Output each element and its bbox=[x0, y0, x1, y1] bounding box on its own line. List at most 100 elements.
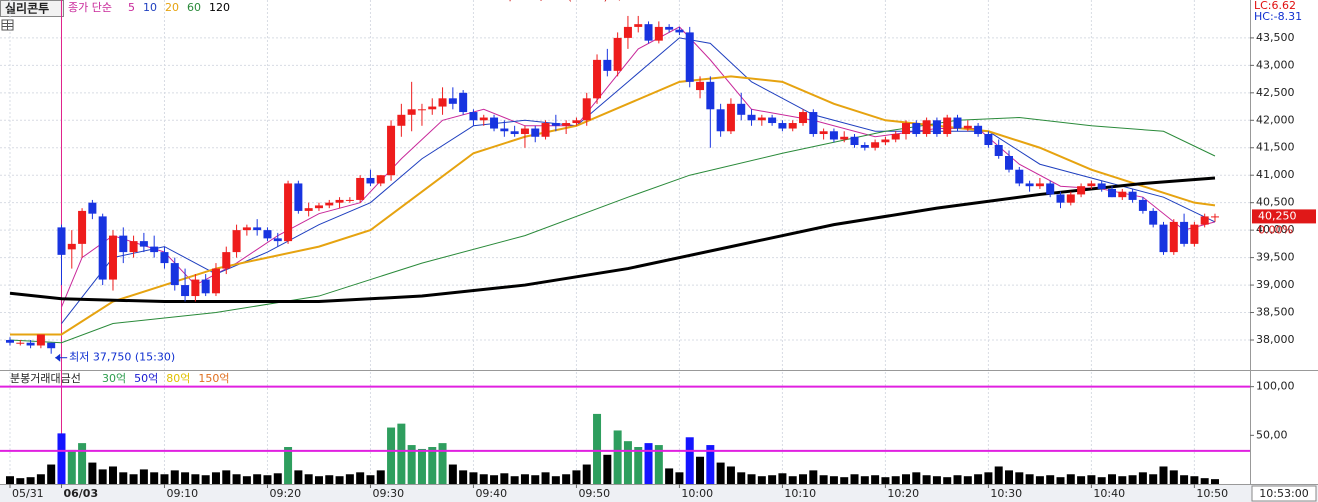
volume-bar bbox=[572, 470, 581, 484]
volume-bar bbox=[799, 474, 808, 484]
candle-body bbox=[871, 142, 880, 148]
volume-bar bbox=[902, 474, 911, 484]
volume-bar bbox=[1118, 476, 1127, 484]
candle-body bbox=[665, 26, 674, 30]
volume-bar bbox=[78, 443, 87, 484]
volume-bar bbox=[881, 477, 890, 484]
candle-body bbox=[829, 131, 838, 140]
volume-bar bbox=[582, 464, 591, 484]
volume-tick-label: 50,00 bbox=[1256, 428, 1288, 441]
volume-bar bbox=[294, 470, 303, 484]
title-box bbox=[0, 0, 64, 17]
y-tick-label: 42,000 bbox=[1256, 113, 1295, 126]
candle-body bbox=[974, 125, 983, 135]
candle-body bbox=[67, 243, 76, 250]
x-tick-label: 05/31 bbox=[12, 487, 44, 500]
volume-bar bbox=[1077, 476, 1086, 484]
x-tick-label: 10:10 bbox=[784, 487, 816, 500]
candle-body bbox=[675, 29, 684, 33]
volume-bar bbox=[242, 476, 251, 484]
volume-bar bbox=[613, 430, 622, 484]
y-tick-label: 42,500 bbox=[1256, 86, 1295, 99]
volume-bar bbox=[407, 445, 416, 484]
candle-body bbox=[582, 98, 591, 121]
volume-bar bbox=[1200, 478, 1209, 484]
volume-bar bbox=[139, 469, 148, 484]
volume-bar bbox=[376, 470, 385, 484]
volume-bar bbox=[88, 462, 97, 484]
candle-body bbox=[356, 177, 365, 200]
candle-body bbox=[984, 134, 993, 146]
candle-body bbox=[840, 136, 849, 140]
candle-body bbox=[696, 81, 705, 91]
legend-entry: 5 bbox=[128, 1, 135, 14]
legend-entry: 20 bbox=[165, 1, 179, 14]
volume-bar bbox=[16, 478, 25, 484]
volume-bar bbox=[696, 456, 705, 484]
candle-body bbox=[768, 117, 777, 124]
volume-bar bbox=[654, 445, 663, 484]
candle-body bbox=[1200, 216, 1209, 225]
volume-bar bbox=[387, 427, 396, 484]
x-tick-label: 09:30 bbox=[372, 487, 404, 500]
candle-body bbox=[108, 235, 117, 280]
candle-body bbox=[850, 136, 859, 146]
candle-body bbox=[119, 235, 128, 253]
candle-body bbox=[88, 202, 97, 214]
y-tick-label: 41,000 bbox=[1256, 168, 1295, 181]
low-arrow-head bbox=[55, 353, 61, 362]
volume-bar bbox=[1169, 470, 1178, 484]
volume-bar bbox=[963, 476, 972, 484]
volume-legend-entry: 30억 bbox=[102, 372, 126, 385]
candle-body bbox=[273, 238, 282, 242]
candle-body bbox=[469, 112, 478, 121]
volume-bar bbox=[1056, 477, 1065, 484]
candle-body bbox=[932, 120, 941, 135]
x-axis-bar bbox=[0, 484, 1318, 502]
volume-bar bbox=[768, 475, 777, 484]
volume-bar bbox=[593, 413, 602, 484]
candle-body bbox=[479, 117, 488, 121]
volume-bar bbox=[108, 466, 117, 484]
volume-bar bbox=[1025, 474, 1034, 484]
volume-bar bbox=[397, 423, 406, 484]
y-tick-label: 41,500 bbox=[1256, 141, 1295, 154]
candle-body bbox=[562, 123, 571, 126]
volume-bar bbox=[1138, 472, 1147, 484]
candle-body bbox=[160, 252, 169, 264]
candle-body bbox=[191, 279, 200, 297]
candle-body bbox=[397, 114, 406, 126]
volume-bar bbox=[562, 474, 571, 484]
candle-body bbox=[634, 24, 643, 27]
volume-bar bbox=[665, 468, 674, 484]
volume-bar bbox=[984, 472, 993, 484]
candle-body bbox=[78, 210, 87, 244]
candle-body bbox=[335, 199, 344, 203]
candle-body bbox=[1066, 194, 1075, 203]
candle-body bbox=[47, 342, 56, 349]
current-change-label: 0.00% bbox=[1258, 223, 1293, 236]
volume-bar bbox=[912, 472, 921, 484]
volume-bar bbox=[211, 472, 220, 484]
legend-entry: 120 bbox=[209, 1, 230, 14]
volume-bar bbox=[119, 472, 128, 484]
volume-bar bbox=[150, 472, 159, 484]
candle-body bbox=[623, 26, 632, 38]
x-tick-label: 09:40 bbox=[475, 487, 507, 500]
y-tick-label: 43,500 bbox=[1256, 31, 1295, 44]
candle-body bbox=[603, 59, 612, 71]
candle-body bbox=[98, 216, 107, 280]
volume-bar bbox=[541, 472, 550, 484]
volume-bar bbox=[1210, 479, 1219, 484]
candle-body bbox=[737, 103, 746, 115]
volume-bar bbox=[871, 475, 880, 484]
candle-body bbox=[510, 131, 519, 135]
candle-body bbox=[788, 123, 797, 129]
volume-bar bbox=[428, 447, 437, 484]
volume-bar bbox=[716, 462, 725, 484]
candle-body bbox=[1025, 183, 1034, 187]
candle-body bbox=[26, 342, 35, 346]
candle-body bbox=[1138, 199, 1147, 211]
volume-legend-entry: 50억 bbox=[134, 372, 158, 385]
